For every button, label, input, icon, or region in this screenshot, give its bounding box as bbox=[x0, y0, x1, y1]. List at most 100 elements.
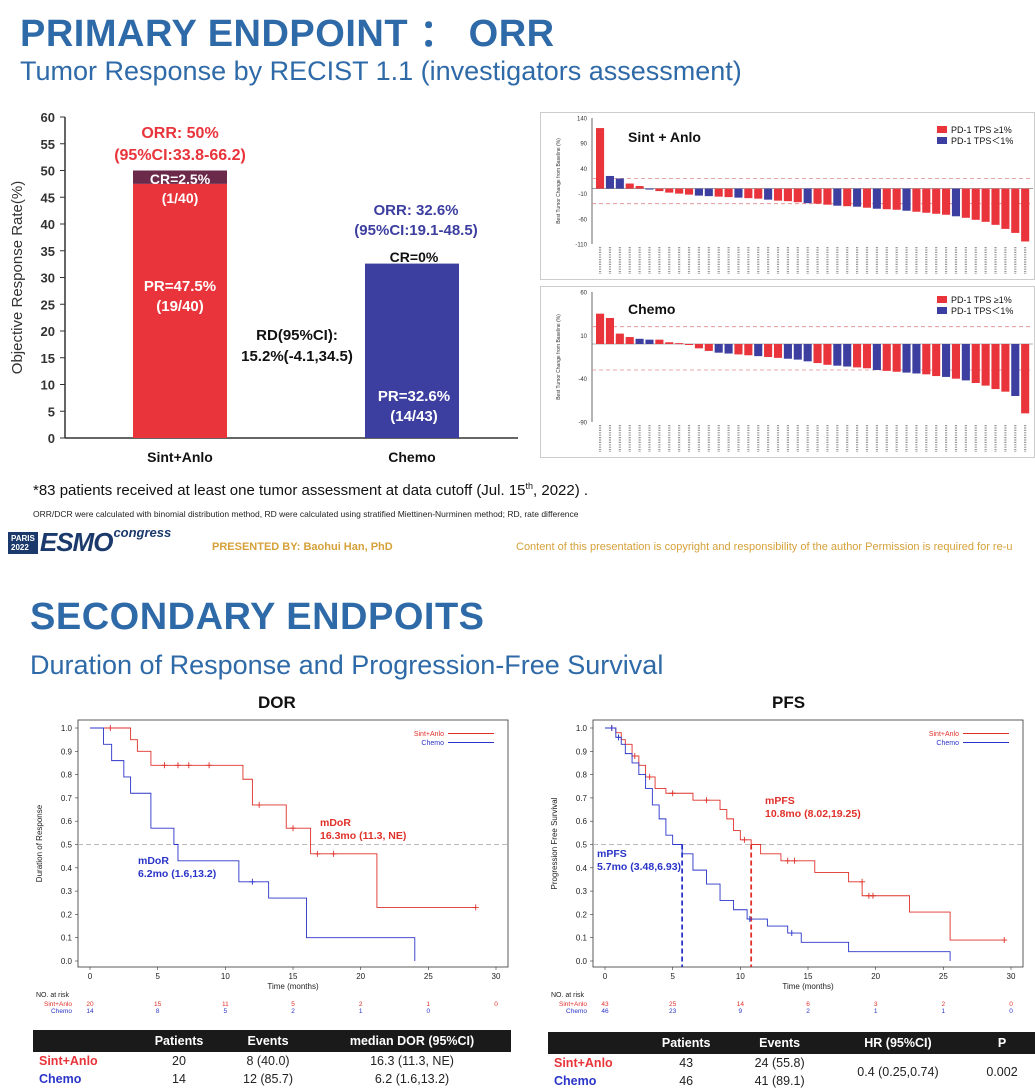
chemo-cr-label: CR=0% bbox=[390, 249, 439, 265]
km-x-tick-label: 30 bbox=[1007, 972, 1016, 981]
km-censor-mark bbox=[741, 836, 748, 843]
waterfall-bar bbox=[912, 188, 921, 212]
at-risk-count: 5 bbox=[224, 1008, 228, 1015]
waterfall-bar bbox=[793, 344, 802, 360]
dor-table-header-blank bbox=[33, 1030, 135, 1052]
waterfall-bar bbox=[615, 333, 624, 344]
waterfall-y-tick-label: 60 bbox=[580, 291, 587, 297]
waterfall-bar bbox=[803, 344, 812, 362]
waterfall-bar bbox=[704, 344, 713, 351]
waterfall-bar bbox=[724, 188, 733, 198]
waterfall-bar bbox=[1001, 344, 1010, 392]
waterfall-bar bbox=[625, 183, 634, 189]
waterfall-bar bbox=[655, 188, 664, 192]
waterfall-bar bbox=[714, 188, 723, 197]
waterfall-bar bbox=[635, 338, 644, 344]
km-censor-mark bbox=[472, 904, 479, 911]
pfs-events-sint: 24 (55.8) bbox=[754, 1056, 805, 1070]
km-censor-mark bbox=[631, 752, 638, 759]
at-risk-count: 8 bbox=[156, 1008, 160, 1015]
primary-endpoint-title: PRIMARY ENDPOINT ： ORR bbox=[20, 13, 555, 55]
waterfall-bar bbox=[773, 188, 783, 201]
km-censor-mark bbox=[784, 857, 791, 864]
waterfall-bar bbox=[734, 344, 743, 355]
legend-swatch-tps-low bbox=[937, 307, 947, 314]
waterfall-bar bbox=[665, 342, 674, 344]
at-risk-count: 5 bbox=[291, 1001, 295, 1008]
at-risk-row-label: Sint+Anlo bbox=[559, 1001, 587, 1008]
km-censor-mark bbox=[174, 762, 181, 769]
km-x-tick-label: 25 bbox=[939, 972, 948, 981]
secondary-endpoints-title: SECONDARY ENDPOITS bbox=[30, 596, 485, 638]
sint-orr-ci-label: (95%CI:33.8-66.2) bbox=[114, 147, 246, 164]
y-tick-label: 50 bbox=[41, 164, 55, 179]
waterfall-bar bbox=[892, 344, 901, 372]
rd-value-label: 15.2%(-4.1,34.5) bbox=[241, 348, 353, 365]
waterfall-y-tick-label: 140 bbox=[577, 117, 588, 123]
waterfall-bar bbox=[981, 344, 990, 386]
at-risk-count: 9 bbox=[739, 1008, 743, 1015]
km-censor-mark bbox=[608, 725, 615, 731]
waterfall-y-tick-label: -10 bbox=[578, 192, 587, 198]
pfs-table-header-blank bbox=[548, 1032, 640, 1054]
bar-pr-sint-anlo bbox=[133, 183, 227, 438]
km-censor-mark bbox=[646, 773, 653, 780]
sint-cr-count-label: (1/40) bbox=[162, 190, 199, 206]
km-y-tick-label: 1.0 bbox=[61, 724, 73, 733]
km-sint-median-value: 16.3mo (11.3, NE) bbox=[320, 830, 406, 842]
waterfall-bar bbox=[1001, 188, 1010, 229]
waterfall-bar bbox=[635, 186, 644, 189]
km-sint-median-value: 10.8mo (8.02,19.25) bbox=[765, 808, 861, 820]
pfs-patients-sint: 43 bbox=[679, 1056, 694, 1070]
at-risk-count: 1 bbox=[427, 1001, 431, 1008]
waterfall-bar bbox=[605, 175, 614, 189]
waterfall-y-axis-label: Best Tumor Change from Baseline (%) bbox=[556, 138, 562, 224]
at-risk-count: 25 bbox=[669, 1001, 677, 1008]
pfs-arm-sint: Sint+Anlo bbox=[554, 1056, 613, 1070]
at-risk-count: 1 bbox=[874, 1008, 878, 1015]
legend-label-tps-high: PD-1 TPS ≥1% bbox=[951, 125, 1012, 135]
dor-arm-sint: Sint+Anlo bbox=[39, 1054, 98, 1068]
y-tick-label: 60 bbox=[41, 110, 55, 125]
waterfall-y-axis-label: Best Tumor Change from Baseline (%) bbox=[556, 314, 562, 400]
km-censor-mark bbox=[290, 825, 296, 832]
km-y-tick-label: 0.0 bbox=[576, 957, 588, 966]
bar-pr-chemo bbox=[365, 263, 459, 438]
table-row: Sint+Anlo 43 24 (55.8) 0.4 (0.25,0.74) 0… bbox=[548, 1054, 1035, 1079]
waterfall-bar bbox=[615, 178, 624, 189]
km-censor-mark bbox=[314, 850, 321, 857]
waterfall-bar bbox=[645, 339, 654, 344]
waterfall-bar bbox=[744, 344, 753, 356]
y-tick-label: 15 bbox=[41, 351, 55, 366]
waterfall-bar bbox=[942, 344, 951, 377]
at-risk-count: 15 bbox=[154, 1001, 162, 1008]
pfs-km-chart: 0.00.10.20.30.40.50.60.70.80.91.00 5 10 15 2… bbox=[550, 719, 1024, 1015]
y-tick-label: 30 bbox=[41, 271, 55, 286]
waterfall-bar bbox=[783, 188, 792, 202]
chemo-orr-label: ORR: 32.6% bbox=[373, 202, 458, 219]
waterfall-bar bbox=[961, 344, 970, 381]
x-tick-label: Sint+Anlo bbox=[147, 449, 213, 465]
at-risk-row-label: Chemo bbox=[51, 1008, 72, 1015]
km-chemo-median-value: 6.2mo (1.6,13.2) bbox=[138, 868, 216, 880]
pfs-table-header-p: P bbox=[969, 1032, 1035, 1054]
at-risk-count: 14 bbox=[737, 1001, 745, 1008]
at-risk-heading: NO. at risk bbox=[36, 992, 70, 999]
km-x-tick-label: 20 bbox=[356, 972, 365, 981]
dor-arm-chemo: Chemo bbox=[39, 1072, 82, 1086]
orr-bar-chart: 0 5 10 15 20 25 30 35 40 45 50 55 60 Objective Respon… bbox=[9, 110, 518, 465]
esmo-word: ESMO bbox=[39, 527, 114, 557]
waterfall-bar bbox=[684, 344, 694, 345]
methods-footnote: ORR/DCR were calculated with binomial di… bbox=[33, 509, 579, 519]
km-y-tick-label: 0.4 bbox=[61, 864, 73, 873]
km-x-tick-label: 10 bbox=[736, 972, 745, 981]
waterfall-bar bbox=[872, 344, 881, 370]
waterfall-bar bbox=[764, 188, 773, 200]
at-risk-count: 46 bbox=[601, 1008, 609, 1015]
y-tick-label: 25 bbox=[41, 297, 55, 312]
pfs-patients-chemo: 46 bbox=[679, 1074, 694, 1088]
km-y-tick-label: 0.7 bbox=[576, 794, 588, 803]
km-legend-label: Sint+Anlo bbox=[929, 731, 959, 738]
legend-label-tps-low: PD-1 TPS＜1% bbox=[951, 306, 1013, 316]
at-risk-count: 2 bbox=[942, 1001, 946, 1008]
